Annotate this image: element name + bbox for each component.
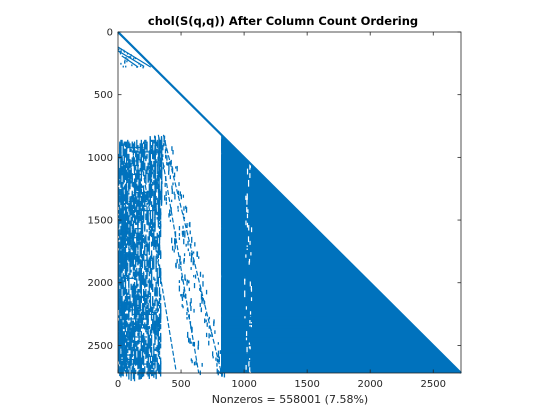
axes-box bbox=[117, 31, 462, 374]
left-block bbox=[118, 136, 223, 382]
band-line bbox=[157, 134, 200, 374]
streak-line bbox=[221, 323, 323, 326]
streak-line bbox=[221, 246, 295, 249]
x-tick-label: 2000 bbox=[357, 379, 382, 390]
streak-line bbox=[221, 265, 267, 268]
x-tick-label: 0 bbox=[115, 379, 121, 390]
x-tick-label: 2500 bbox=[421, 379, 446, 390]
y-tick-label: 1500 bbox=[88, 216, 113, 227]
streak-line bbox=[221, 344, 299, 347]
streak-line bbox=[221, 277, 257, 279]
y-tick-label: 1000 bbox=[88, 153, 113, 164]
axis-ticks: 0 500 1000 1500 2000 2500 0 500 1000 1500 2000 2500 bbox=[88, 28, 461, 390]
x-tick-label: 500 bbox=[172, 379, 191, 390]
y-tick-label: 0 bbox=[107, 28, 113, 39]
streak-line bbox=[221, 318, 315, 320]
band-line bbox=[140, 157, 177, 371]
x-axis-label: Nonzeros = 558001 (7.58%) bbox=[212, 393, 368, 406]
chart-title: chol(S(q,q)) After Column Count Ordering bbox=[148, 14, 418, 28]
diagonal-bands bbox=[140, 134, 226, 378]
x-tick-label: 1000 bbox=[231, 379, 256, 390]
top-block bbox=[117, 46, 152, 69]
plot-area bbox=[117, 31, 462, 382]
y-tick-label: 500 bbox=[94, 90, 113, 101]
streak-line bbox=[221, 352, 306, 354]
x-tick-label: 1500 bbox=[294, 379, 319, 390]
band-line bbox=[162, 134, 222, 374]
main-diagonal bbox=[117, 31, 462, 374]
dense-triangle-streaks bbox=[221, 246, 328, 362]
streak-line bbox=[221, 359, 311, 362]
streak-line bbox=[221, 340, 318, 343]
y-tick-label: 2000 bbox=[88, 278, 113, 289]
y-tick-label: 2500 bbox=[88, 341, 113, 352]
top-block-line bbox=[121, 55, 139, 68]
streak-line bbox=[221, 327, 308, 329]
streak-line bbox=[221, 335, 313, 338]
streak-line bbox=[221, 314, 328, 317]
streak-line bbox=[221, 309, 325, 312]
